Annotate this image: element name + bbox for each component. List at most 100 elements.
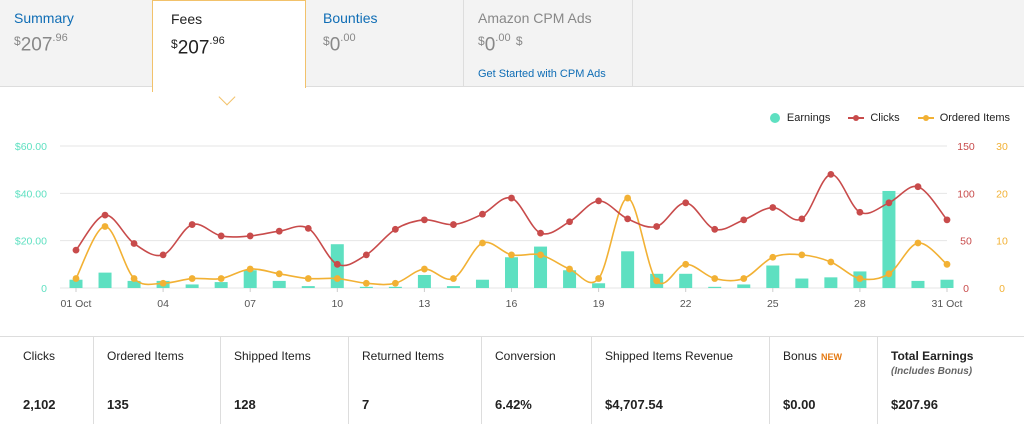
ordered-items-point[interactable] [537, 251, 544, 259]
ordered-items-point[interactable] [101, 223, 109, 230]
earnings-bar[interactable] [505, 257, 518, 288]
clicks-point[interactable] [624, 215, 632, 223]
earnings-bar[interactable] [911, 280, 925, 288]
ordered-items-point[interactable] [333, 275, 341, 282]
clicks-point[interactable] [769, 204, 777, 211]
clicks-point[interactable] [217, 232, 225, 240]
clicks-point[interactable] [72, 246, 80, 254]
ordered-items-point[interactable] [188, 275, 196, 282]
clicks-point[interactable] [246, 232, 254, 240]
clicks-point[interactable] [130, 240, 138, 247]
clicks-point[interactable] [275, 227, 283, 235]
clicks-point[interactable] [856, 208, 864, 216]
clicks-point[interactable] [653, 223, 661, 230]
earnings-bar[interactable] [679, 273, 693, 288]
earnings-bar[interactable] [446, 286, 460, 288]
clicks-point[interactable] [362, 251, 370, 259]
earnings-bar[interactable] [243, 270, 257, 288]
ordered-items-point[interactable] [130, 275, 138, 282]
ordered-items-point[interactable] [595, 275, 602, 282]
legend-clicks[interactable]: Clicks [848, 112, 900, 124]
ordered-items-point[interactable] [653, 277, 661, 285]
legend-ordered[interactable]: Ordered Items [917, 112, 1010, 124]
earnings-bar[interactable] [388, 286, 402, 288]
clicks-point[interactable] [914, 183, 922, 191]
clicks-point[interactable] [450, 221, 457, 228]
ordered-items-point[interactable] [391, 279, 399, 287]
earnings-bar[interactable] [766, 265, 780, 288]
earnings-bar[interactable] [737, 284, 751, 288]
earnings-bar[interactable] [621, 251, 635, 288]
ordered-items-point[interactable] [159, 279, 167, 287]
clicks-point[interactable] [711, 225, 719, 233]
ordered-items-point[interactable] [508, 251, 515, 259]
earnings-bar[interactable] [563, 270, 577, 288]
ordered-items-point[interactable] [421, 265, 428, 273]
earnings-bar[interactable] [417, 274, 431, 288]
x-tick-label: 31 Oct [932, 298, 963, 310]
ordered-items-point[interactable] [217, 275, 225, 282]
earnings-bar[interactable] [127, 280, 141, 288]
clicks-point[interactable] [333, 260, 341, 268]
ordered-items-point[interactable] [72, 275, 80, 282]
clicks-point[interactable] [537, 229, 544, 237]
clicks-point[interactable] [740, 216, 748, 224]
ordered-items-point[interactable] [943, 260, 951, 268]
ordered-items-point[interactable] [798, 251, 806, 259]
clicks-point[interactable] [943, 216, 951, 224]
tab-summary[interactable]: Summary $207.96 [0, 0, 152, 87]
ordered-items-point[interactable] [827, 258, 835, 266]
ordered-items-point[interactable] [769, 253, 777, 261]
tab-fees[interactable]: Fees $207.96 [152, 0, 307, 106]
clicks-point[interactable] [304, 224, 312, 232]
ordered-items-point[interactable] [304, 275, 312, 282]
tab-bounties[interactable]: Bounties $0.00 [309, 0, 463, 87]
clicks-point[interactable] [798, 215, 806, 223]
earnings-bar[interactable] [940, 279, 954, 288]
ordered-items-point[interactable] [711, 275, 719, 282]
earnings-bar[interactable] [708, 286, 722, 288]
ordered-items-point[interactable] [275, 270, 283, 278]
ordered-items-point[interactable] [246, 265, 254, 273]
clicks-point[interactable] [595, 197, 602, 205]
earnings-bar[interactable] [592, 283, 606, 288]
get-started-cpm-link[interactable]: Get Started with CPM Ads [478, 68, 606, 81]
earnings-bar[interactable] [534, 246, 548, 288]
earnings-bar[interactable] [882, 190, 896, 288]
clicks-point[interactable] [508, 194, 515, 202]
clicks-point[interactable] [885, 199, 893, 207]
ordered-items-point[interactable] [479, 239, 486, 247]
ordered-items-point[interactable] [566, 265, 573, 273]
ordered-items-point[interactable] [914, 239, 922, 247]
clicks-point[interactable] [101, 211, 109, 219]
ordered-items-point[interactable] [450, 275, 457, 282]
earnings-bar[interactable] [272, 280, 286, 288]
earnings-bar[interactable] [824, 277, 838, 288]
earnings-bar[interactable] [98, 272, 112, 288]
legend-earnings[interactable]: Earnings [769, 112, 830, 124]
clicks-point[interactable] [566, 218, 573, 226]
ordered-items-point[interactable] [885, 270, 893, 278]
clicks-point[interactable] [479, 210, 486, 218]
y-tick-clicks: 100 [957, 188, 975, 200]
ordered-items-point[interactable] [362, 279, 370, 287]
earnings-bar[interactable] [185, 284, 199, 288]
y-tick-earnings: $60.00 [15, 141, 47, 153]
ordered-items-point[interactable] [624, 194, 632, 202]
ordered-items-point[interactable] [682, 260, 690, 268]
earnings-bar[interactable] [795, 278, 809, 288]
ordered-items-point[interactable] [740, 275, 748, 282]
clicks-point[interactable] [421, 216, 428, 224]
earnings-bar[interactable] [475, 279, 489, 288]
earnings-bar[interactable] [214, 282, 228, 288]
earnings-bar[interactable] [69, 279, 83, 288]
clicks-point[interactable] [188, 221, 196, 228]
clicks-point[interactable] [682, 199, 690, 207]
clicks-point[interactable] [827, 171, 835, 178]
clicks-point[interactable] [159, 251, 167, 259]
ordered-items-point[interactable] [856, 275, 864, 282]
clicks-point[interactable] [391, 225, 399, 233]
tab-amazon-cpm[interactable]: Amazon CPM Ads $0.00 $ Get Started with … [463, 0, 633, 87]
earnings-bar[interactable] [301, 286, 315, 288]
earnings-bar[interactable] [359, 286, 373, 288]
